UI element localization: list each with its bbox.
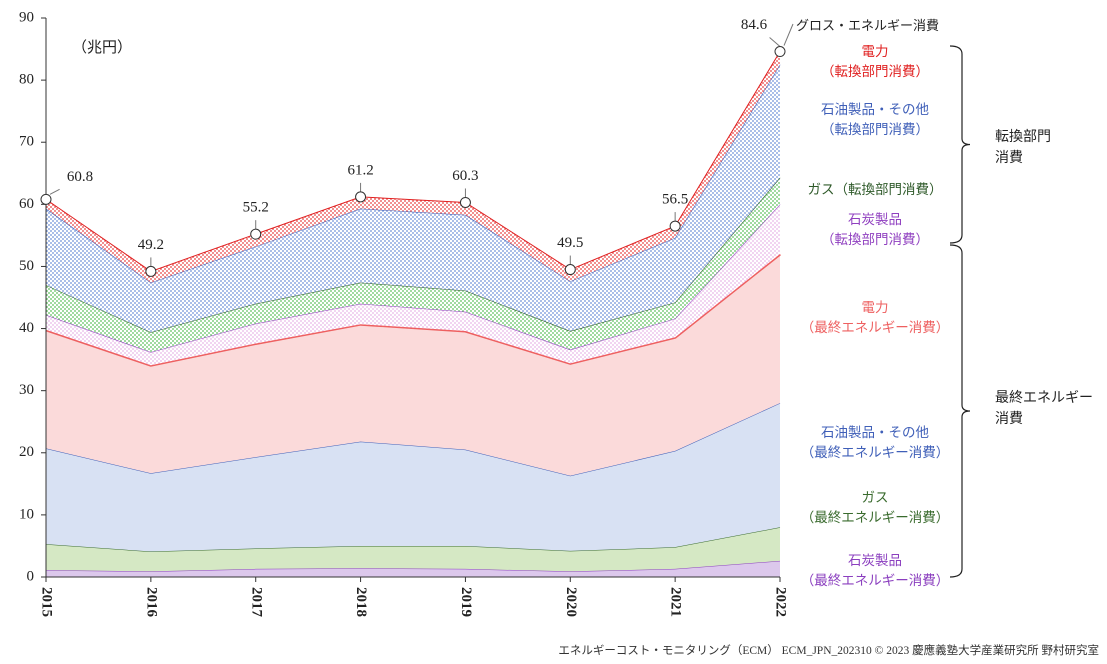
series-line xyxy=(45,51,781,272)
total-point xyxy=(669,220,681,232)
total-point xyxy=(145,265,157,277)
total-value-label: 55.2 xyxy=(243,200,269,216)
x-tick-label: 2022 xyxy=(773,587,789,617)
y-tick-label: 30 xyxy=(19,382,34,398)
total-value-label: 61.2 xyxy=(347,162,373,178)
series-area xyxy=(46,403,780,552)
group-label: 最終エネルギー 消費 xyxy=(995,391,1093,427)
y-tick-label: 0 xyxy=(27,568,35,584)
series-area xyxy=(46,204,780,366)
series-area xyxy=(46,177,780,353)
series-area xyxy=(46,51,780,283)
legend-entry: 石油製品・その他 （最終エネルギー消費） xyxy=(800,425,950,460)
total-point xyxy=(40,193,52,205)
y-tick-label: 50 xyxy=(19,258,34,274)
legend-entry: 電力 （最終エネルギー消費） xyxy=(800,300,950,335)
legend-entry: ガス（転換部門消費） xyxy=(807,182,943,197)
legend-entry: 電力 （転換部門消費） xyxy=(821,44,929,79)
total-value-label: 49.5 xyxy=(557,235,583,251)
series-area xyxy=(46,527,780,572)
x-tick-label: 2021 xyxy=(668,587,684,617)
total-value-label: 60.8 xyxy=(67,169,93,185)
x-tick-label: 2019 xyxy=(458,587,474,617)
legend-entry: 石炭製品 （転換部門消費） xyxy=(821,212,929,247)
group-label: 転換部門 消費 xyxy=(995,130,1051,166)
total-value-label: 56.5 xyxy=(662,192,688,208)
total-point xyxy=(250,228,262,240)
series-area xyxy=(46,254,780,476)
y-tick-label: 70 xyxy=(19,134,34,150)
total-point xyxy=(355,191,367,203)
unit-label: （兆円） xyxy=(72,40,133,56)
source-note: エネルギーコスト・モニタリング（ECM） ECM_JPN_202310 © 20… xyxy=(558,645,1099,657)
group-brace xyxy=(949,244,971,578)
x-tick-label: 2016 xyxy=(143,587,159,618)
series-line xyxy=(45,203,781,353)
group-brace xyxy=(949,45,971,244)
y-tick-label: 10 xyxy=(19,506,34,522)
y-tick-label: 20 xyxy=(19,444,34,460)
y-tick-label: 80 xyxy=(19,72,34,88)
legend-entry: 石炭製品 （最終エネルギー消費） xyxy=(800,553,950,588)
leader-line xyxy=(49,188,60,195)
total-value-label: 84.6 xyxy=(741,17,768,33)
leader-line xyxy=(769,37,781,47)
legend-entry: 石油製品・その他 （転換部門消費） xyxy=(821,102,929,137)
total-point xyxy=(774,46,786,58)
x-tick-label: 2020 xyxy=(563,587,579,617)
x-tick-label: 2015 xyxy=(39,587,55,617)
total-value-label: 60.3 xyxy=(452,168,478,184)
y-tick-label: 40 xyxy=(19,320,34,336)
leader-line xyxy=(783,23,794,46)
series-area xyxy=(46,64,780,333)
x-tick-label: 2018 xyxy=(353,587,369,617)
x-tick-label: 2017 xyxy=(248,587,264,618)
total-point xyxy=(459,196,471,208)
legend-entry: ガス （最終エネルギー消費） xyxy=(800,490,950,525)
total-value-label: 49.2 xyxy=(138,237,164,253)
total-point xyxy=(564,264,576,276)
total-label: グロス・エネルギー消費 xyxy=(796,18,940,33)
y-tick-label: 60 xyxy=(19,196,34,212)
y-tick-label: 90 xyxy=(19,9,34,25)
